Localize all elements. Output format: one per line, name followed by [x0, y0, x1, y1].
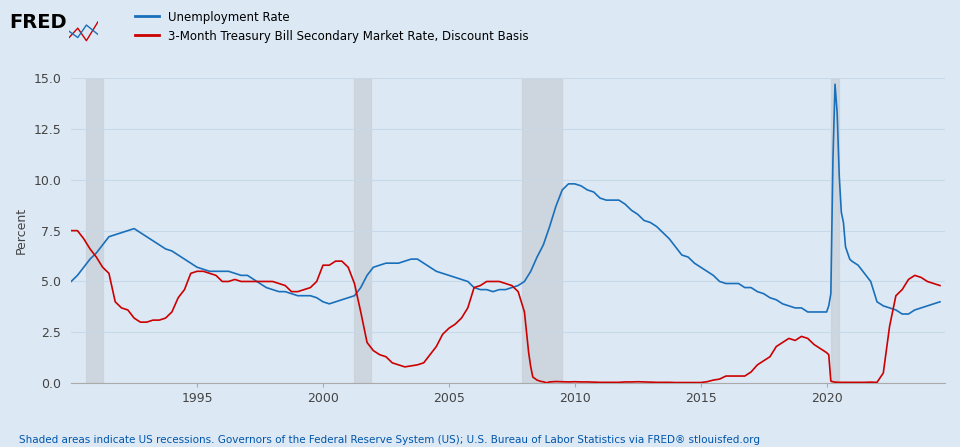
Text: FRED: FRED [10, 13, 67, 33]
Bar [85, 78, 103, 383]
Bar [354, 78, 372, 383]
Legend: Unemployment Rate, 3-Month Treasury Bill Secondary Market Rate, Discount Basis: Unemployment Rate, 3-Month Treasury Bill… [131, 6, 534, 47]
Text: Shaded areas indicate US recessions. Governors of the Federal Reserve System (US: Shaded areas indicate US recessions. Gov… [19, 435, 760, 445]
Bar [830, 78, 839, 383]
Y-axis label: Percent: Percent [15, 207, 28, 254]
Bar [522, 78, 563, 383]
